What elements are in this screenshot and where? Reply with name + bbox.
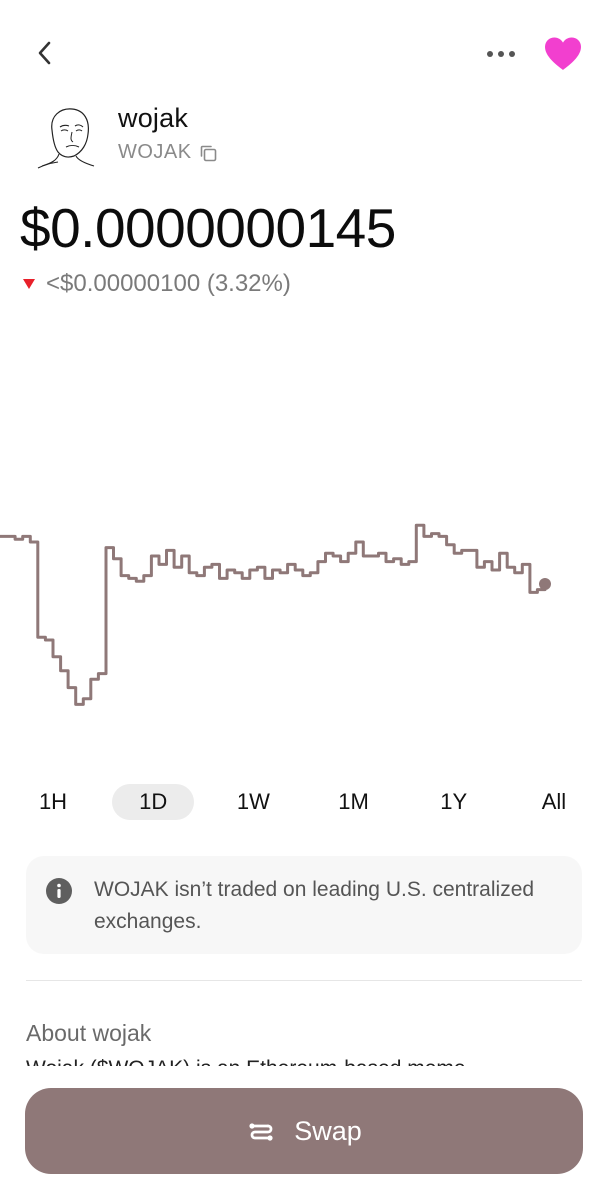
- wojak-avatar: [32, 100, 102, 170]
- swap-arrows-icon: [249, 1123, 273, 1141]
- back-button[interactable]: [28, 36, 62, 70]
- last-price-marker: [539, 578, 551, 590]
- chevron-left-icon: [38, 41, 51, 65]
- current-price: $0.0000000145: [20, 197, 396, 259]
- about-title: About wojak: [26, 1020, 152, 1046]
- price-change: <$0.00000100 (3.32%): [46, 270, 291, 297]
- down-triangle-icon: [23, 279, 35, 289]
- tab-1h[interactable]: 1H: [38, 789, 68, 814]
- time-range-tabs: 1H 1D 1W 1M 1Y All: [12, 784, 595, 820]
- tab-1y[interactable]: 1Y: [440, 789, 468, 814]
- copy-icon[interactable]: [198, 143, 218, 163]
- price-chart[interactable]: [0, 420, 607, 720]
- heart-icon: [545, 37, 581, 70]
- tab-all[interactable]: All: [541, 789, 567, 814]
- tab-1d[interactable]: 1D: [112, 784, 195, 820]
- price-change-row: <$0.00000100 (3.32%): [22, 270, 291, 298]
- tab-1w[interactable]: 1W: [236, 789, 270, 814]
- swap-button[interactable]: Swap: [25, 1088, 583, 1174]
- token-avatar: [32, 100, 102, 170]
- price-line: [0, 523, 547, 706]
- divider: [26, 980, 582, 981]
- more-horizontal-icon: [487, 51, 515, 57]
- exchange-notice: WOJAK isn’t traded on leading U.S. centr…: [26, 856, 582, 954]
- notice-text: WOJAK isn’t traded on leading U.S. centr…: [94, 878, 535, 933]
- scroll-fade: [0, 1066, 607, 1086]
- swap-label: Swap: [294, 1115, 362, 1146]
- token-symbol: WOJAK: [118, 141, 192, 163]
- token-name: wojak: [118, 103, 189, 133]
- tab-1m[interactable]: 1M: [338, 789, 369, 814]
- info-icon: [46, 878, 72, 904]
- more-options-button[interactable]: [481, 40, 521, 68]
- favorite-button[interactable]: [540, 34, 586, 74]
- token-symbol-row: WOJAK: [118, 141, 218, 164]
